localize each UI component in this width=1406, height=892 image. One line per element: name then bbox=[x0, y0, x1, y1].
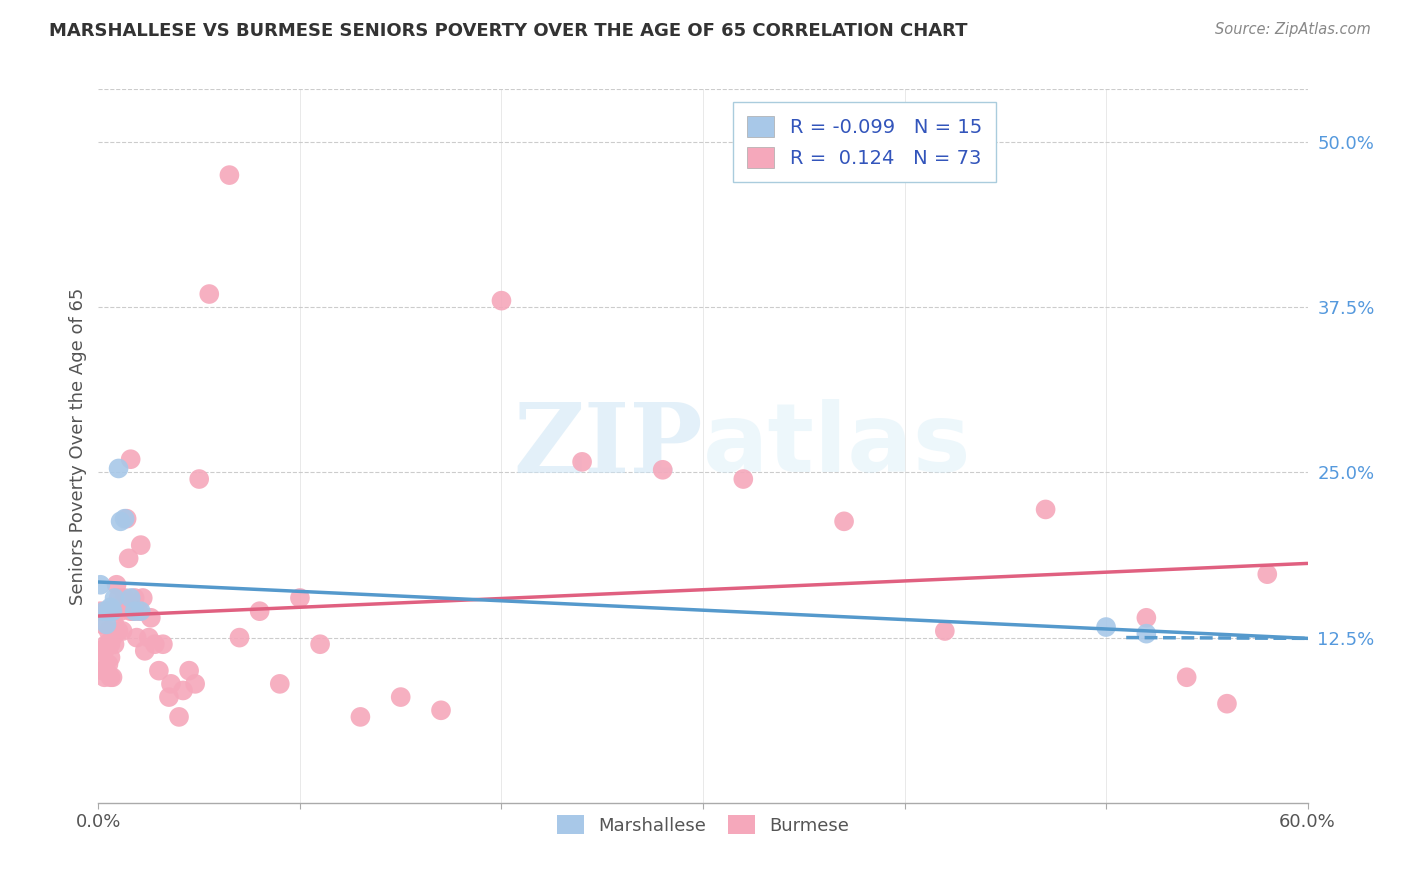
Point bbox=[89, 578, 111, 592]
Point bbox=[198, 287, 221, 301]
Point bbox=[188, 472, 211, 486]
Point bbox=[96, 664, 118, 678]
Point bbox=[157, 690, 180, 704]
Point bbox=[103, 604, 125, 618]
Point bbox=[1135, 626, 1157, 640]
Text: atlas: atlas bbox=[703, 400, 972, 492]
Point bbox=[228, 631, 250, 645]
Point bbox=[107, 591, 129, 605]
Point bbox=[100, 637, 122, 651]
Point bbox=[97, 604, 120, 618]
Point bbox=[1216, 697, 1239, 711]
Point bbox=[103, 637, 125, 651]
Point bbox=[120, 591, 142, 605]
Point bbox=[148, 664, 170, 678]
Point bbox=[96, 604, 118, 618]
Point bbox=[110, 514, 132, 528]
Point bbox=[111, 624, 134, 638]
Point bbox=[138, 631, 160, 645]
Legend: Marshallese, Burmese: Marshallese, Burmese bbox=[548, 805, 858, 844]
Point bbox=[124, 604, 146, 618]
Point bbox=[129, 538, 152, 552]
Point bbox=[491, 293, 513, 308]
Point bbox=[249, 604, 271, 618]
Point bbox=[100, 650, 122, 665]
Point bbox=[93, 657, 115, 671]
Point bbox=[100, 600, 122, 615]
Point bbox=[96, 637, 118, 651]
Point bbox=[121, 604, 143, 618]
Point bbox=[114, 591, 136, 605]
Point bbox=[107, 624, 129, 638]
Point bbox=[120, 452, 142, 467]
Point bbox=[97, 637, 120, 651]
Point bbox=[179, 664, 201, 678]
Point bbox=[309, 637, 332, 651]
Point bbox=[103, 617, 125, 632]
Point bbox=[269, 677, 291, 691]
Point bbox=[1175, 670, 1198, 684]
Point bbox=[184, 677, 207, 691]
Point bbox=[1095, 620, 1118, 634]
Point bbox=[1035, 502, 1057, 516]
Point bbox=[105, 578, 128, 592]
Point bbox=[132, 591, 155, 605]
Point bbox=[129, 604, 152, 618]
Point bbox=[139, 611, 162, 625]
Point bbox=[101, 604, 124, 618]
Point bbox=[934, 624, 956, 638]
Point bbox=[430, 703, 453, 717]
Point bbox=[97, 624, 120, 638]
Point bbox=[96, 617, 118, 632]
Point bbox=[93, 604, 115, 618]
Text: ZIP: ZIP bbox=[513, 399, 703, 493]
Point bbox=[107, 461, 129, 475]
Point bbox=[93, 644, 115, 658]
Point bbox=[1135, 611, 1157, 625]
Point bbox=[125, 631, 148, 645]
Point bbox=[97, 657, 120, 671]
Point bbox=[120, 604, 142, 618]
Text: Source: ZipAtlas.com: Source: ZipAtlas.com bbox=[1215, 22, 1371, 37]
Point bbox=[832, 514, 855, 528]
Point bbox=[134, 644, 156, 658]
Point bbox=[349, 710, 371, 724]
Point bbox=[651, 463, 673, 477]
Point bbox=[91, 664, 114, 678]
Point bbox=[100, 670, 122, 684]
Point bbox=[103, 591, 125, 605]
Point bbox=[172, 683, 194, 698]
Point bbox=[733, 472, 755, 486]
Y-axis label: Seniors Poverty Over the Age of 65: Seniors Poverty Over the Age of 65 bbox=[69, 287, 87, 605]
Point bbox=[124, 591, 146, 605]
Point bbox=[93, 670, 115, 684]
Point bbox=[101, 631, 124, 645]
Point bbox=[160, 677, 183, 691]
Point bbox=[152, 637, 174, 651]
Point bbox=[288, 591, 311, 605]
Point bbox=[110, 604, 132, 618]
Point bbox=[91, 617, 114, 632]
Point bbox=[101, 670, 124, 684]
Point bbox=[89, 604, 111, 618]
Point bbox=[97, 604, 120, 618]
Point bbox=[167, 710, 190, 724]
Point bbox=[115, 511, 138, 525]
Point bbox=[128, 604, 150, 618]
Text: MARSHALLESE VS BURMESE SENIORS POVERTY OVER THE AGE OF 65 CORRELATION CHART: MARSHALLESE VS BURMESE SENIORS POVERTY O… bbox=[49, 22, 967, 40]
Point bbox=[105, 604, 128, 618]
Point bbox=[571, 455, 593, 469]
Point bbox=[89, 644, 111, 658]
Point bbox=[218, 168, 240, 182]
Point bbox=[118, 551, 141, 566]
Point bbox=[389, 690, 412, 704]
Point bbox=[114, 511, 136, 525]
Point bbox=[1256, 567, 1278, 582]
Point bbox=[143, 637, 166, 651]
